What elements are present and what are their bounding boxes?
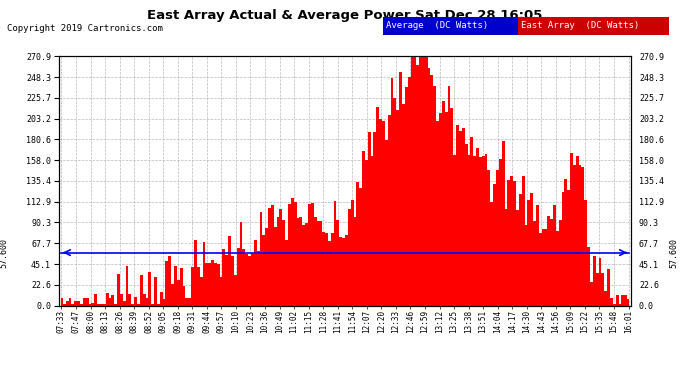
Text: Copyright 2019 Cartronics.com: Copyright 2019 Cartronics.com	[7, 24, 163, 33]
Text: 57.600: 57.600	[0, 238, 9, 268]
Text: 57.600: 57.600	[670, 238, 679, 268]
Text: East Array Actual & Average Power Sat Dec 28 16:05: East Array Actual & Average Power Sat De…	[147, 9, 543, 22]
Text: Average  (DC Watts): Average (DC Watts)	[386, 21, 489, 30]
Text: East Array  (DC Watts): East Array (DC Watts)	[521, 21, 639, 30]
